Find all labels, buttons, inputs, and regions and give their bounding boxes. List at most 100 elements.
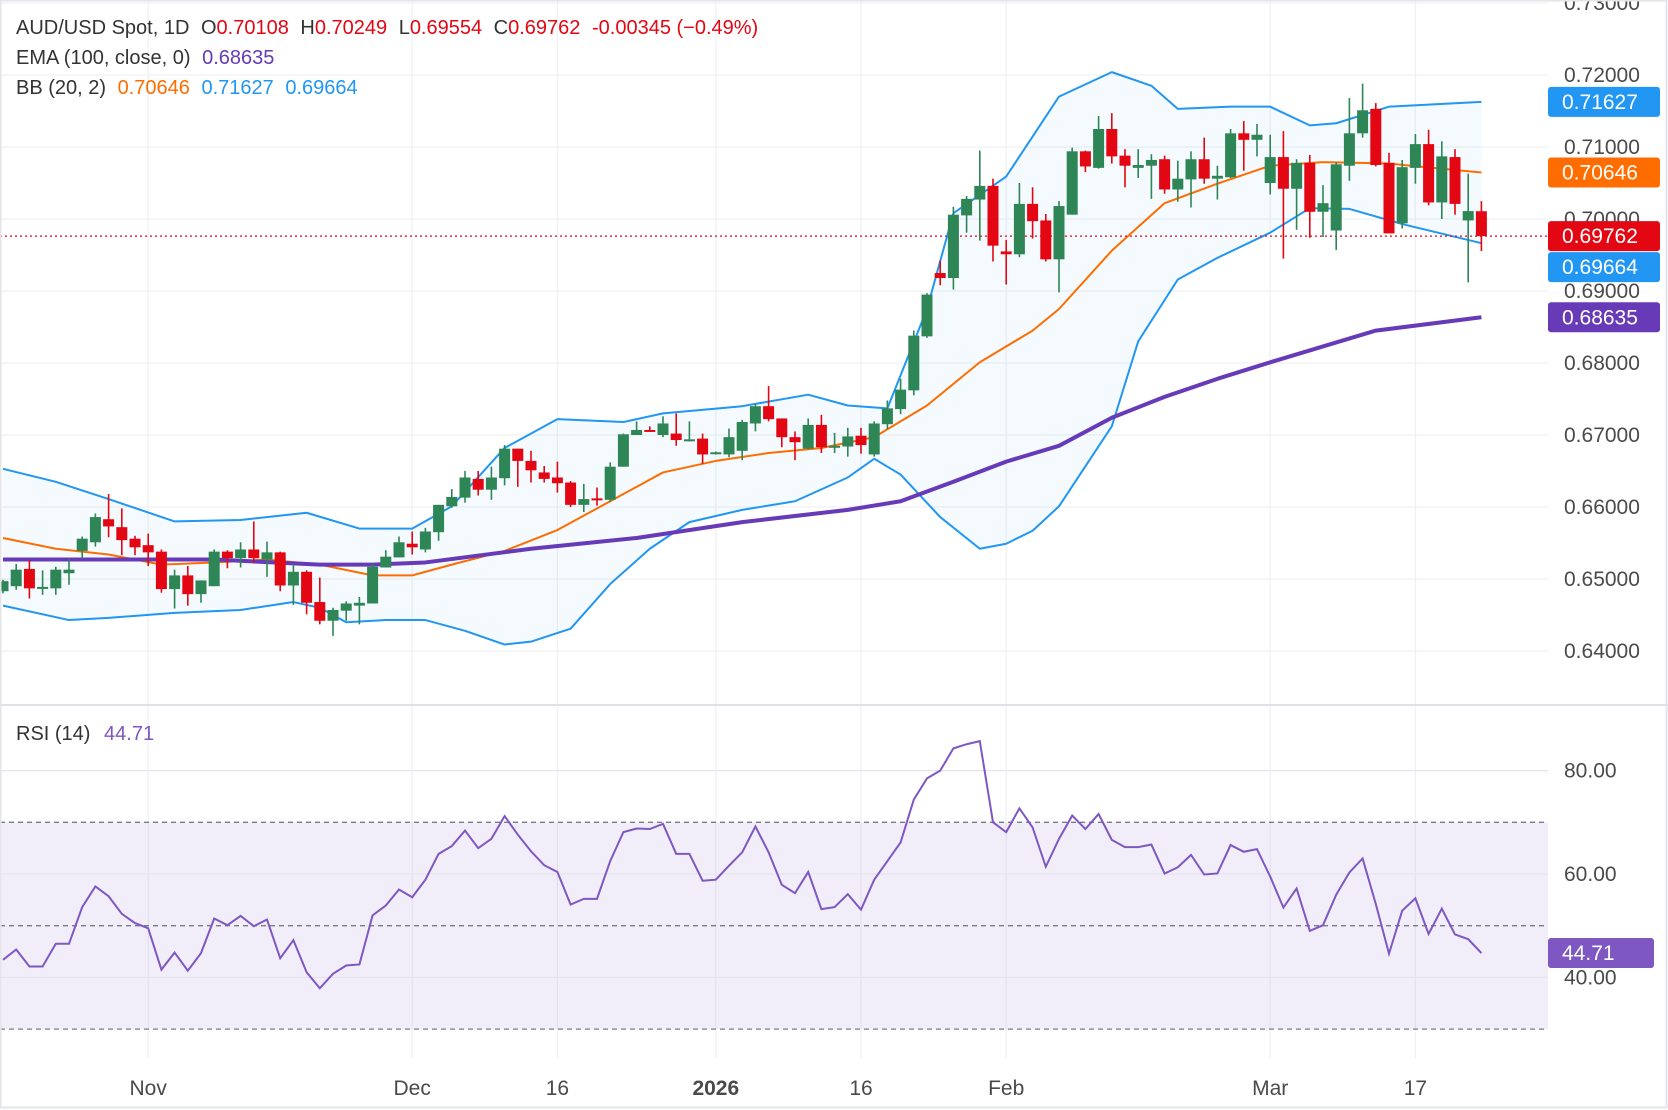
- candle: [868, 421, 880, 457]
- candle: [472, 471, 484, 496]
- candle: [261, 541, 273, 577]
- candle-body: [499, 448, 511, 479]
- candle-body: [406, 543, 418, 548]
- price-tag-box: [1548, 252, 1660, 283]
- candle: [446, 489, 458, 508]
- candle: [327, 607, 339, 636]
- candle: [1040, 213, 1052, 262]
- candle: [578, 483, 590, 513]
- candle-body: [895, 389, 907, 410]
- candle-body: [881, 408, 893, 425]
- candle: [499, 445, 511, 486]
- candle-body: [1370, 108, 1382, 165]
- candle: [921, 293, 933, 338]
- candle: [1066, 147, 1078, 215]
- candle-body: [221, 551, 233, 559]
- candle: [1106, 113, 1118, 164]
- candle-body: [1145, 159, 1157, 166]
- candle-body: [591, 498, 603, 501]
- price-change: -0.00345 (−0.49%): [591, 17, 759, 39]
- candle: [301, 570, 313, 615]
- candle-body: [842, 436, 854, 447]
- candle-body: [868, 423, 880, 455]
- candle: [1185, 151, 1197, 208]
- ema-legend: EMA (100, close, 0) 0.68635: [16, 47, 280, 70]
- candle-body: [1409, 144, 1421, 168]
- candle-body: [855, 435, 867, 446]
- candle-body: [578, 499, 590, 505]
- candle-body: [1462, 211, 1474, 221]
- candle-body: [459, 477, 471, 498]
- rsi-tag-label: 44.71: [1562, 942, 1615, 965]
- candle: [314, 577, 326, 625]
- time-axis-label: 17: [1404, 1077, 1427, 1100]
- price-tag-label: 0.70646: [1562, 161, 1638, 184]
- candle-body: [604, 466, 616, 500]
- candle: [1251, 123, 1263, 157]
- price-tag-box: [1548, 157, 1660, 188]
- rsi-pane[interactable]: [0, 739, 1548, 1030]
- candle: [683, 421, 695, 442]
- bb-upper-line: [2, 71, 1482, 530]
- candle-body: [908, 335, 920, 391]
- candle-body: [248, 549, 260, 559]
- candle-body: [1343, 133, 1355, 166]
- candle: [551, 461, 563, 493]
- candle: [895, 378, 907, 415]
- symbol-title: AUD/USD Spot, 1D: [16, 17, 190, 39]
- candle: [1317, 185, 1329, 237]
- candle: [947, 206, 959, 290]
- price-tag: 0.69762: [1548, 221, 1660, 252]
- ema-label: EMA (100, close, 0): [16, 47, 191, 69]
- ohlc-open: O0.70108: [200, 17, 289, 39]
- candle-body: [1264, 157, 1276, 183]
- candle-body: [1423, 144, 1435, 203]
- candle: [23, 560, 35, 599]
- candle: [1343, 98, 1355, 181]
- candle: [802, 418, 814, 450]
- ema-line: [3, 315, 1482, 567]
- candle: [1396, 159, 1408, 229]
- candle: [829, 432, 841, 453]
- candle: [1225, 129, 1237, 178]
- bb-legend: BB (20, 2) 0.70646 0.71627 0.69664: [16, 77, 364, 100]
- candle: [736, 419, 748, 461]
- candle: [1079, 150, 1091, 173]
- candle: [934, 260, 946, 286]
- candle: [89, 513, 101, 547]
- candle-body: [261, 552, 273, 560]
- candle-body: [961, 198, 973, 216]
- candle: [1357, 83, 1369, 138]
- price-tag-box: [1548, 302, 1660, 333]
- candle-body: [512, 448, 524, 461]
- candle: [169, 569, 181, 609]
- candle: [63, 558, 75, 585]
- candle: [406, 531, 418, 555]
- candle-body: [815, 424, 827, 448]
- candle: [789, 431, 801, 461]
- candle-body: [538, 472, 550, 479]
- candle-body: [736, 422, 748, 451]
- candle: [987, 178, 999, 262]
- ohlc-legend: AUD/USD Spot, 1D O0.70108 H0.70249 L0.69…: [16, 17, 764, 40]
- rsi-axis-label: 80.00: [1564, 760, 1617, 783]
- candle: [1159, 155, 1171, 194]
- candle-body: [142, 545, 154, 553]
- candle: [1172, 160, 1184, 202]
- candle-body: [1251, 134, 1263, 140]
- price-axis-label: 0.73000: [1564, 0, 1640, 15]
- candle-body: [353, 602, 365, 606]
- candle: [1053, 201, 1065, 293]
- candle-body: [208, 551, 220, 587]
- rsi-tag: 44.71: [1548, 938, 1654, 969]
- candle: [155, 549, 167, 593]
- candle: [393, 536, 405, 558]
- candle: [221, 550, 233, 569]
- candle-body: [565, 482, 577, 505]
- price-pane[interactable]: [0, 71, 1548, 646]
- price-tag: 0.70646: [1548, 157, 1660, 188]
- candle-body: [327, 609, 339, 621]
- candle: [763, 386, 775, 422]
- candle: [103, 494, 115, 538]
